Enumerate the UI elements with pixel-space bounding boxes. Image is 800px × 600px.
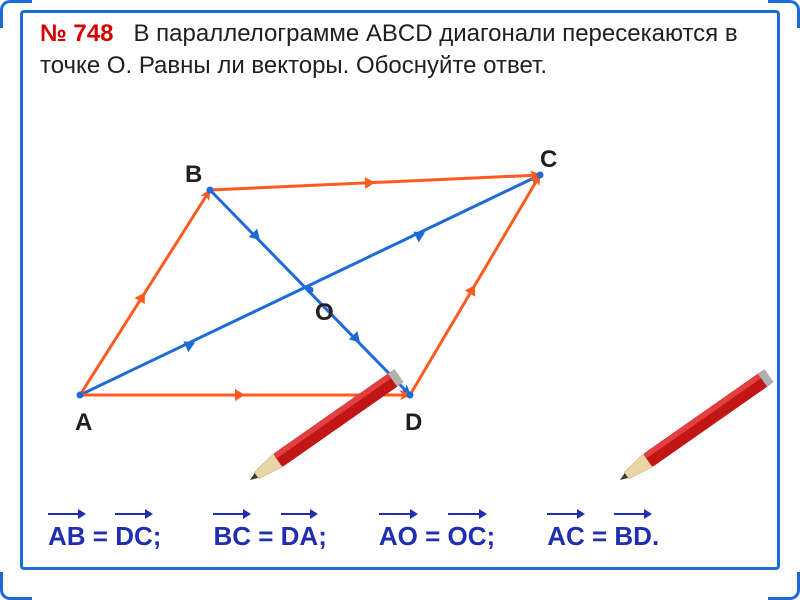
equation: BC = DA; [213,511,326,552]
slide: № 748 В параллелограмме ABCD диагонали п… [0,0,800,600]
svg-text:D: D [405,409,422,436]
svg-text:O: O [315,299,334,326]
diagram-svg: A B C D O [0,0,800,600]
svg-text:B: B [185,161,202,188]
equation: AO = OC; [379,511,495,552]
equation: AB = DC; [48,511,161,552]
equations-row: AB = DC; BC = DA; AO = OC; AC = BD. [48,511,758,552]
equation: AC = BD. [547,511,659,552]
svg-text:C: C [540,146,557,173]
svg-text:A: A [75,409,92,436]
